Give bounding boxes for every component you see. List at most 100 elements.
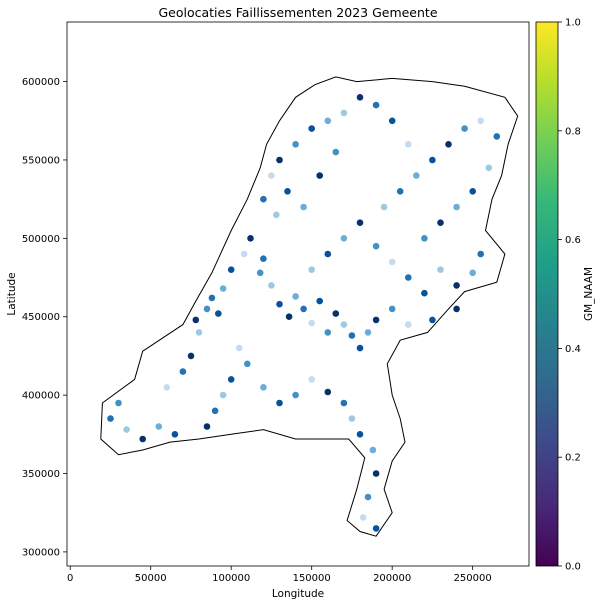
scatter-point (405, 141, 412, 148)
y-axis-label: Latitude (6, 272, 18, 315)
scatter-point (388, 117, 396, 125)
scatter-point (405, 321, 412, 328)
scatter-point (340, 109, 348, 117)
scatter-point (139, 435, 146, 443)
scatter-point (215, 310, 222, 317)
scatter-point (219, 285, 227, 292)
x-axis-ticks: 0 50000 100000 150000 200000 250000 (67, 566, 492, 584)
scatter-point (155, 423, 163, 430)
x-tick-label: 200000 (373, 573, 411, 584)
scatter-point (477, 117, 485, 125)
scatter-point (372, 525, 380, 532)
scatter-point (332, 310, 340, 317)
scatter-point (356, 94, 364, 101)
scatter-point (316, 297, 324, 305)
scatter-point (208, 294, 216, 302)
scatter-point (256, 269, 264, 277)
scatter-point (235, 344, 243, 352)
scatter-point (292, 141, 299, 148)
y-tick-label: 600000 (22, 77, 60, 88)
colorbar-tick-label: 0.6 (565, 235, 581, 246)
scatter-point (171, 431, 179, 438)
x-tick-label: 100000 (212, 573, 250, 584)
points-layer (107, 94, 501, 532)
scatter-point (453, 203, 460, 211)
scatter-point (268, 172, 275, 179)
scatter-point (340, 235, 348, 242)
colorbar-tick-label: 0.2 (565, 453, 581, 464)
scatter-point (364, 329, 372, 336)
scatter-point (324, 388, 332, 396)
scatter-point (192, 316, 200, 324)
scatter-point (421, 289, 428, 297)
scatter-point (244, 360, 251, 368)
scatter-point (273, 211, 280, 219)
scatter-point (453, 282, 460, 289)
y-tick-label: 350000 (22, 469, 60, 480)
scatter-point (388, 305, 396, 313)
map-outline-layer (100, 76, 519, 537)
scatter-point (469, 269, 477, 277)
scatter-point (260, 384, 267, 391)
scatter-point (308, 266, 316, 274)
scatter-point (203, 423, 211, 430)
scatter-point (437, 266, 444, 274)
scatter-point (227, 376, 235, 383)
y-tick-label: 500000 (22, 234, 60, 245)
scatter-point (115, 399, 122, 407)
scatter-point (437, 219, 444, 226)
scatter-point (227, 266, 235, 274)
scatter-point (276, 300, 283, 308)
scatter-point (372, 101, 380, 109)
scatter-point (364, 493, 372, 501)
scatter-point (348, 415, 356, 422)
scatter-point (284, 188, 291, 195)
y-axis-ticks: 300000 350000 400000 450000 500000 550000 6000… (22, 77, 67, 558)
scatter-point (276, 399, 283, 407)
colorbar (535, 21, 559, 567)
scatter-point (187, 352, 195, 360)
scatter-point (359, 514, 367, 521)
scatter-point (356, 431, 364, 438)
colorbar-tick-label: 0.8 (565, 126, 581, 137)
scatter-point (292, 391, 299, 399)
colorbar-tick-label: 0.4 (565, 344, 581, 355)
scatter-point (429, 316, 436, 324)
scatter-point (268, 282, 275, 289)
scatter-point (163, 384, 171, 391)
plot-area (67, 22, 529, 566)
scatter-point (453, 305, 460, 313)
scatter-point (372, 316, 380, 324)
scatter-point (324, 250, 332, 258)
chart-title: Geolocaties Faillissementen 2023 Gemeent… (158, 5, 437, 20)
y-tick-label: 300000 (22, 547, 60, 558)
x-tick-label: 150000 (293, 573, 331, 584)
scatter-point (316, 172, 324, 179)
colorbar-tick-label: 0.0 (565, 562, 581, 573)
y-tick-label: 550000 (22, 155, 60, 166)
scatter-point (300, 203, 307, 211)
scatter-point (247, 235, 254, 242)
scatter-point (285, 313, 293, 321)
scatter-point (240, 250, 248, 258)
scatter-point (369, 446, 377, 454)
scatter-point (260, 195, 267, 203)
scatter-point (477, 250, 485, 258)
scatter-point (396, 188, 404, 195)
scatter-point (219, 391, 227, 399)
scatter-point (372, 242, 380, 250)
colorbar-tick-label: 1.0 (565, 18, 581, 29)
scatter-point (179, 368, 187, 375)
y-tick-label: 450000 (22, 312, 60, 323)
x-tick-label: 50000 (135, 573, 167, 584)
scatter-point (356, 344, 364, 352)
scatter-point (493, 133, 501, 140)
scatter-point (340, 399, 348, 407)
scatter-point (292, 293, 299, 300)
scatter-point (380, 203, 388, 211)
plot-frame (66, 21, 530, 567)
scatter-point (260, 255, 267, 262)
scatter-point (413, 172, 420, 179)
scatter-point (485, 164, 493, 172)
